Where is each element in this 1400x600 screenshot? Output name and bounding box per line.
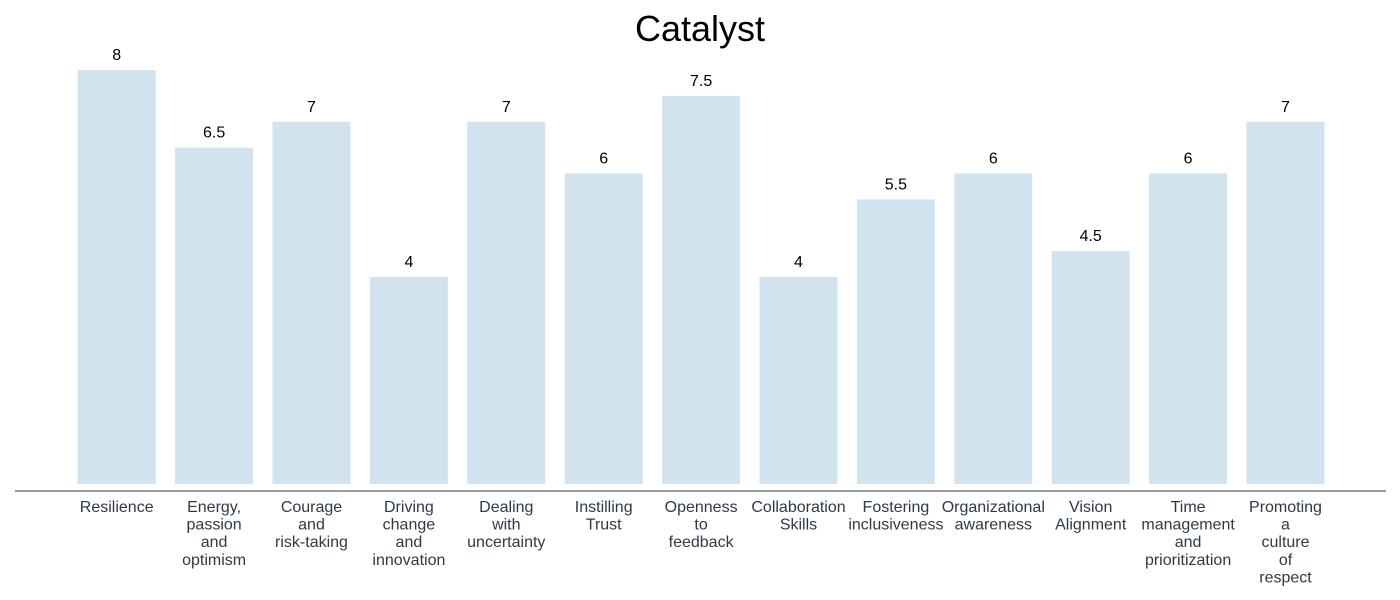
bar xyxy=(662,95,741,485)
x-tick-label: Openness xyxy=(665,499,738,516)
bar xyxy=(1051,251,1130,485)
bar-value-label: 6 xyxy=(989,151,998,168)
bar xyxy=(954,173,1033,484)
bar xyxy=(1246,121,1325,484)
bar-value-label: 6 xyxy=(1184,151,1193,168)
bar-value-label: 4.5 xyxy=(1080,228,1102,245)
x-tick-label: Courage xyxy=(281,499,342,516)
x-tick-label: feedback xyxy=(669,534,735,551)
x-tick-label: Driving xyxy=(384,499,434,516)
bar-value-label: 6 xyxy=(599,151,608,168)
bars-group xyxy=(77,70,1325,485)
bar xyxy=(759,277,838,484)
x-tick-label: Alignment xyxy=(1055,517,1127,534)
bar-value-label: 5.5 xyxy=(885,176,907,193)
bar-value-label: 4 xyxy=(404,254,413,271)
bar xyxy=(272,121,351,484)
x-tick-label: passion xyxy=(187,517,242,534)
x-tick-label: Fostering xyxy=(863,499,930,516)
x-tick-label: Organizational xyxy=(942,499,1045,516)
x-tick-label: with xyxy=(491,517,520,534)
x-tick-label: respect xyxy=(1259,569,1312,586)
x-tick-label: Instilling xyxy=(575,499,633,516)
x-tick-label: Energy, xyxy=(187,499,241,516)
x-tick-label: culture xyxy=(1261,534,1309,551)
x-tick-label: and xyxy=(201,534,228,551)
bar xyxy=(856,199,935,485)
bar-value-label: 4 xyxy=(794,254,803,271)
x-tick-label: Trust xyxy=(586,517,622,534)
x-tick-label: inclusiveness xyxy=(848,517,943,534)
bar-value-label: 8 xyxy=(112,47,121,64)
bar-value-label: 7 xyxy=(307,99,316,116)
x-tick-label: and xyxy=(298,517,325,534)
x-tick-label: Time xyxy=(1171,499,1206,516)
x-tick-label: management xyxy=(1141,517,1235,534)
bar xyxy=(467,121,546,484)
x-tick-label: risk-taking xyxy=(275,534,348,551)
x-tick-label: change xyxy=(383,517,436,534)
bar xyxy=(1149,173,1228,484)
x-tick-label: optimism xyxy=(182,552,246,569)
x-tick-label: innovation xyxy=(372,552,445,569)
value-labels-group: 8 6.5 7 4 7 6 7.5 4 5.5 6 4.5 6 7 xyxy=(112,47,1290,271)
bar xyxy=(369,277,448,484)
x-tick-label: and xyxy=(1175,534,1202,551)
bar xyxy=(77,70,156,484)
x-tick-label: Resilience xyxy=(80,499,154,516)
x-tick-label: Collaboration xyxy=(751,499,845,516)
bar xyxy=(175,147,254,485)
bar xyxy=(564,173,643,484)
x-tick-label: Vision xyxy=(1069,499,1112,516)
x-tick-label: uncertainty xyxy=(467,534,545,551)
chart-title: Catalyst xyxy=(635,8,765,49)
x-tick-label: Promoting xyxy=(1249,499,1322,516)
x-tick-label: a xyxy=(1281,517,1290,534)
bar-value-label: 7 xyxy=(1281,99,1290,116)
x-tick-label: prioritization xyxy=(1145,552,1231,569)
bar-value-label: 7 xyxy=(502,99,511,116)
x-tick-label: and xyxy=(396,534,423,551)
x-tick-label: of xyxy=(1279,552,1293,569)
x-tick-label: to xyxy=(694,517,707,534)
x-tick-labels-group: Resilience Energy,passionandoptimismCoura… xyxy=(80,499,1322,586)
bar-value-label: 6.5 xyxy=(203,125,225,142)
x-tick-label: Dealing xyxy=(479,499,533,516)
x-tick-label: awareness xyxy=(955,517,1032,534)
bar-value-label: 7.5 xyxy=(690,73,712,90)
x-tick-label: Skills xyxy=(780,517,817,534)
